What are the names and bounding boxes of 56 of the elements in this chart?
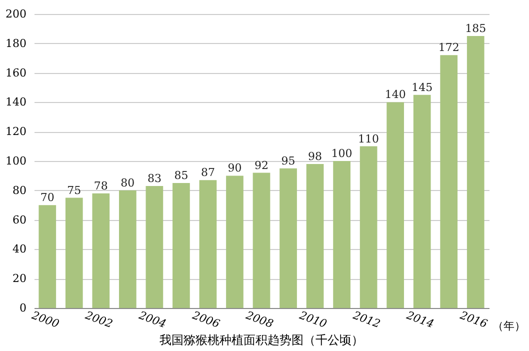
data-label: 83 [147, 172, 162, 185]
x-tick-label: 2000 [29, 308, 61, 331]
bar [360, 146, 378, 308]
bar [306, 164, 324, 308]
bar [413, 94, 431, 308]
x-tick-label: 2014 [404, 308, 436, 331]
y-tick-label: 140 [6, 96, 26, 109]
bar [65, 198, 83, 308]
data-label: 70 [40, 191, 54, 204]
y-tick-label: 200 [6, 8, 26, 20]
x-tick-label: 2012 [350, 308, 382, 331]
data-label: 85 [174, 169, 188, 182]
data-label: 172 [438, 41, 460, 54]
x-tick-label: 2004 [136, 308, 168, 331]
data-label: 98 [308, 150, 322, 163]
bar [440, 55, 458, 308]
bar [172, 183, 190, 308]
data-label: 145 [412, 80, 433, 94]
bar [226, 176, 244, 308]
bar [119, 190, 136, 308]
bar [199, 180, 217, 308]
y-tick-label: 80 [12, 184, 26, 197]
y-tick-label: 120 [6, 125, 26, 138]
text: 我国猕猴桃种植面积趋势图（千公顷） [160, 333, 364, 347]
bar [252, 172, 270, 308]
y-tick-label: 40 [12, 242, 26, 256]
y-tick-label: 180 [6, 36, 26, 50]
bar [466, 36, 484, 308]
y-tick-label: 0 [20, 302, 26, 314]
x-tick-label: 2010 [296, 308, 329, 331]
bar [386, 102, 404, 308]
x-tick-label: 2002 [82, 308, 114, 331]
bar [146, 186, 164, 308]
data-label: 95 [281, 154, 296, 168]
bar [280, 168, 297, 308]
data-label: 100 [331, 147, 352, 160]
bar [38, 205, 56, 308]
y-tick-label: 160 [6, 66, 26, 80]
data-label: 75 [67, 184, 82, 197]
data-label: 90 [228, 162, 242, 175]
data-label: 110 [358, 132, 380, 146]
bar [333, 161, 350, 308]
data-label: 92 [254, 158, 268, 172]
x-tick-label: 2006 [190, 308, 222, 331]
bar [92, 193, 110, 308]
data-label: 140 [384, 88, 406, 102]
data-label: 80 [120, 176, 135, 190]
data-label: 185 [465, 22, 486, 36]
data-label: 87 [200, 166, 215, 180]
y-tick-label: 20 [12, 272, 26, 286]
x-tick-label: 2008 [243, 308, 275, 331]
x-tick-label: 2016 [457, 308, 490, 331]
data-label: 78 [94, 179, 108, 192]
y-tick-label: 60 [12, 213, 26, 226]
x-axis-title: （年） [492, 320, 526, 332]
y-tick-label: 100 [6, 154, 26, 168]
